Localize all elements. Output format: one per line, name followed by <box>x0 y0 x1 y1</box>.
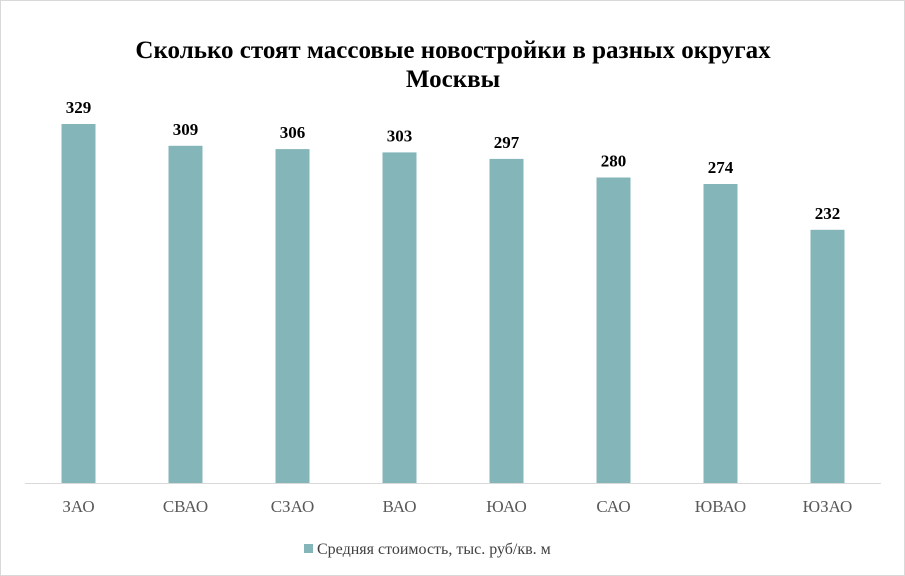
chart-title-line-2: Москвы <box>406 66 500 93</box>
category-label-СВАО: СВАО <box>163 497 208 516</box>
legend-swatch <box>304 544 313 553</box>
value-label-ЗАО: 329 <box>66 98 92 117</box>
value-label-ЮАО: 297 <box>494 133 520 152</box>
bar-ВАО <box>382 152 417 483</box>
category-label-ЮАО: ЮАО <box>486 497 527 516</box>
category-label-ЮВАО: ЮВАО <box>695 497 746 516</box>
value-label-САО: 280 <box>601 152 627 171</box>
bar-ЮАО <box>489 158 524 483</box>
bar-ЮВАО <box>703 184 738 483</box>
value-labels-group: 329 309 306 303 297 280 274 232 <box>66 98 841 223</box>
bars-group <box>61 124 845 484</box>
category-label-ВАО: ВАО <box>383 497 417 516</box>
bar-СЗАО <box>275 149 310 483</box>
bar-СВАО <box>168 145 203 484</box>
category-labels-group: ЗАО СВАО СЗАО ВАО ЮАО САО ЮВАО ЮЗАО <box>62 497 852 516</box>
category-label-ЮЗАО: ЮЗАО <box>803 497 853 516</box>
legend: Средняя стоимость, тыс. руб/кв. м <box>304 541 551 558</box>
chart-title-line-1: Сколько стоят массовые новостройки в раз… <box>135 37 771 64</box>
value-label-СЗАО: 306 <box>280 123 306 142</box>
category-label-САО: САО <box>596 497 630 516</box>
value-label-ЮВАО: 274 <box>708 158 734 177</box>
bar-ЮЗАО <box>810 229 845 483</box>
bar-ЗАО <box>61 124 96 483</box>
legend-label: Средняя стоимость, тыс. руб/кв. м <box>317 541 551 558</box>
category-label-ЗАО: ЗАО <box>62 497 94 516</box>
value-label-ВАО: 303 <box>387 126 413 145</box>
category-label-СЗАО: СЗАО <box>271 497 315 516</box>
bar-САО <box>596 177 631 483</box>
value-label-СВАО: 309 <box>173 120 199 139</box>
value-label-ЮЗАО: 232 <box>815 204 841 223</box>
